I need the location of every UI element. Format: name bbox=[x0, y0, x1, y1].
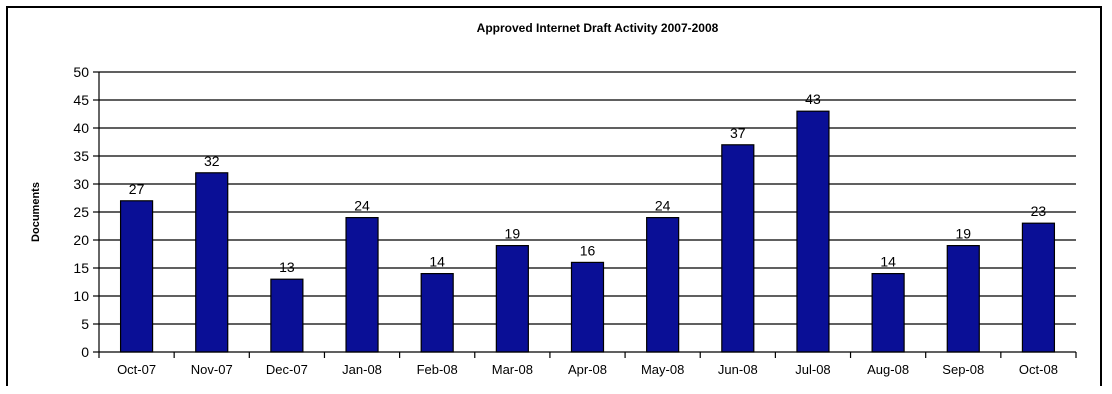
bar bbox=[195, 172, 229, 353]
bar bbox=[946, 245, 980, 353]
bar bbox=[1021, 222, 1056, 353]
data-label: 13 bbox=[279, 259, 295, 275]
bar bbox=[495, 245, 529, 353]
data-label: 32 bbox=[204, 153, 220, 169]
x-tick-label: Jul-08 bbox=[795, 362, 830, 377]
x-tick-label: May-08 bbox=[641, 362, 684, 377]
x-tick-label: Sep-08 bbox=[942, 362, 984, 377]
data-label: 16 bbox=[580, 242, 596, 258]
y-tick-label: 5 bbox=[81, 316, 89, 332]
y-tick-label: 30 bbox=[73, 176, 89, 192]
bars bbox=[119, 110, 1056, 353]
x-tick-label: Aug-08 bbox=[867, 362, 909, 377]
bar bbox=[345, 217, 379, 353]
y-tick-label: 25 bbox=[73, 204, 89, 220]
y-axis-label: Documents bbox=[30, 182, 42, 242]
y-axis-ticks: 0 5 10 15 20 25 30 35 40 45 50 bbox=[73, 64, 99, 360]
data-label: 14 bbox=[880, 254, 896, 270]
x-tick-label: Feb-08 bbox=[417, 362, 458, 377]
data-label: 24 bbox=[354, 198, 370, 214]
x-tick-label: Oct-07 bbox=[117, 362, 156, 377]
bar bbox=[420, 273, 454, 353]
axes bbox=[98, 72, 1076, 353]
chart-frame bbox=[6, 6, 1102, 386]
bar bbox=[270, 278, 304, 353]
x-tick-label: Dec-07 bbox=[266, 362, 308, 377]
bar bbox=[796, 110, 830, 353]
x-tick-label: Mar-08 bbox=[492, 362, 533, 377]
x-tick-label: Apr-08 bbox=[568, 362, 607, 377]
chart-title: Approved Internet Draft Activity 2007-20… bbox=[477, 21, 719, 35]
data-label: 19 bbox=[505, 226, 521, 242]
x-tick-label: Jun-08 bbox=[718, 362, 758, 377]
x-tick-label: Jan-08 bbox=[342, 362, 382, 377]
y-tick-label: 15 bbox=[73, 260, 89, 276]
data-label: 27 bbox=[129, 181, 145, 197]
data-label: 43 bbox=[805, 91, 821, 107]
x-axis-ticks: Oct-07 Nov-07 Dec-07 Jan-08 Feb-08 Mar-08 Apr-… bbox=[98, 352, 1077, 377]
y-tick-label: 10 bbox=[73, 288, 89, 304]
y-tick-label: 40 bbox=[73, 120, 89, 136]
data-label: 37 bbox=[730, 125, 746, 141]
x-tick-label: Nov-07 bbox=[191, 362, 233, 377]
y-tick-label: 0 bbox=[81, 344, 89, 360]
y-tick-label: 20 bbox=[73, 232, 89, 248]
data-label: 14 bbox=[429, 254, 445, 270]
data-label: 23 bbox=[1031, 203, 1047, 219]
y-tick-label: 45 bbox=[73, 92, 89, 108]
y-tick-label: 50 bbox=[73, 64, 89, 80]
y-tick-label: 35 bbox=[73, 148, 89, 164]
bar bbox=[570, 261, 605, 353]
bar bbox=[646, 217, 680, 353]
bar bbox=[871, 273, 905, 353]
data-label: 19 bbox=[955, 226, 971, 242]
bar bbox=[721, 144, 755, 353]
data-labels: 27 32 13 24 14 19 16 24 37 43 14 19 23 bbox=[129, 91, 1047, 275]
bar bbox=[119, 200, 154, 353]
data-label: 24 bbox=[655, 198, 671, 214]
x-tick-label: Oct-08 bbox=[1019, 362, 1058, 377]
